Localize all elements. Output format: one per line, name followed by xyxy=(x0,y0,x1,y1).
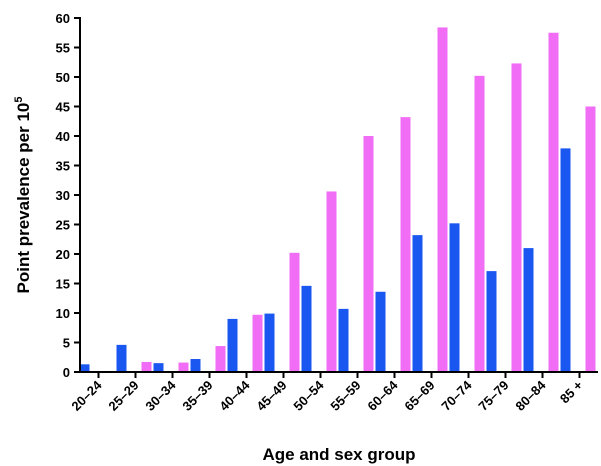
bar-series-2 xyxy=(326,191,337,372)
bar-series-2 xyxy=(215,346,226,372)
y-tick-label: 60 xyxy=(56,11,70,26)
bar-series-2 xyxy=(585,106,596,372)
y-tick-label: 45 xyxy=(56,100,70,115)
x-tick-label: 40–44 xyxy=(216,377,253,414)
bar-series-2 xyxy=(474,75,485,372)
bar-series-1 xyxy=(375,291,386,372)
bar-series-1 xyxy=(486,271,497,372)
y-tick-label: 20 xyxy=(56,247,70,262)
x-tick-label: 25–29 xyxy=(105,378,141,414)
bar-series-1 xyxy=(264,313,275,372)
y-tick-label: 0 xyxy=(63,365,70,380)
x-tick-label: 85 + xyxy=(557,377,586,406)
bar-series-1 xyxy=(190,359,201,372)
x-tick-label: 45–49 xyxy=(253,378,289,414)
x-tick-label: 65–69 xyxy=(401,378,437,414)
bar-series-2 xyxy=(511,63,522,373)
bar-series-2 xyxy=(289,252,300,372)
bar-series-1 xyxy=(227,318,238,372)
y-tick-label: 15 xyxy=(56,277,70,292)
x-axis-ticks: 20–24 25–29 30–34 35–39 40–44 45–49 50–54 55–59… xyxy=(68,372,586,414)
x-axis-title: Age and sex group xyxy=(262,445,415,464)
bar-series-1 xyxy=(338,308,349,372)
bar-series-1 xyxy=(412,235,423,372)
bar-series-1 xyxy=(79,364,90,372)
bar-series-1 xyxy=(301,285,312,372)
y-tick-label: 10 xyxy=(56,306,70,321)
y-tick-label: 5 xyxy=(63,336,70,351)
bar-series-2 xyxy=(141,361,152,372)
y-tick-label: 30 xyxy=(56,188,70,203)
y-tick-label: 50 xyxy=(56,70,70,85)
bar-series-1 xyxy=(523,248,534,372)
bar-series-2 xyxy=(437,27,448,372)
y-tick-label: 40 xyxy=(56,129,70,144)
y-tick-label: 25 xyxy=(56,218,70,233)
x-tick-label: 70–74 xyxy=(438,377,475,414)
x-tick-label: 55–59 xyxy=(327,378,363,414)
y-axis-title-superscript: 5 xyxy=(13,97,25,103)
y-tick-label: 55 xyxy=(56,41,70,56)
y-axis-title: Point prevalence per 105 xyxy=(13,97,33,294)
bar-series-2 xyxy=(548,32,559,372)
bars xyxy=(79,27,596,373)
bar-series-1 xyxy=(116,344,127,372)
bar-series-2 xyxy=(252,314,263,372)
y-tick-label: 35 xyxy=(56,159,70,174)
bar-series-1 xyxy=(560,148,571,372)
bar-series-2 xyxy=(178,362,189,372)
bar-series-2 xyxy=(363,136,374,372)
x-tick-label: 75–79 xyxy=(475,378,511,414)
x-tick-label: 80–84 xyxy=(512,377,549,414)
y-axis-ticks: 0 5 10 15 20 25 30 35 40 45 50 55 60 xyxy=(56,11,80,380)
x-tick-label: 50–54 xyxy=(290,377,327,414)
bar-series-1 xyxy=(449,223,460,372)
bar-series-1 xyxy=(153,363,164,372)
x-tick-label: 20–24 xyxy=(68,377,105,414)
x-tick-label: 30–34 xyxy=(142,377,179,414)
x-tick-label: 35–39 xyxy=(179,378,215,414)
y-axis-title-text: Point prevalence per 10 xyxy=(14,103,33,294)
x-tick-label: 60–64 xyxy=(364,377,401,414)
bar-series-2 xyxy=(400,117,411,373)
